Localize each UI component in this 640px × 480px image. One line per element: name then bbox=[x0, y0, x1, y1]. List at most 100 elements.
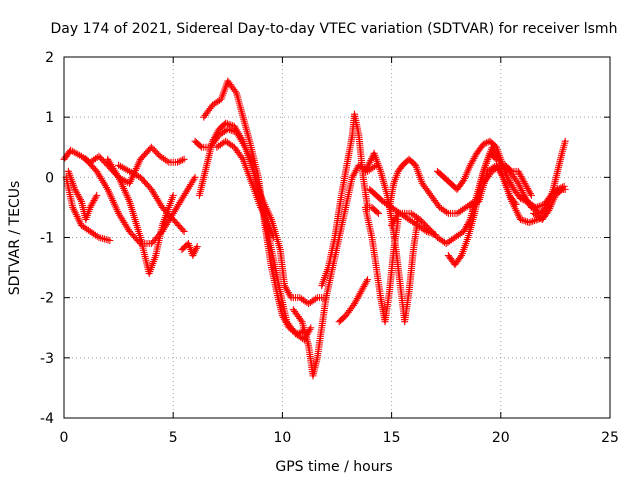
data-point bbox=[481, 139, 489, 147]
data-point bbox=[297, 316, 305, 324]
series-arc-11 bbox=[213, 137, 278, 241]
y-tick-label: -4 bbox=[40, 411, 54, 427]
y-tick-label: -3 bbox=[40, 351, 54, 367]
series-arc-12 bbox=[289, 161, 380, 380]
data-point bbox=[494, 154, 502, 162]
data-point bbox=[526, 190, 534, 198]
data-point bbox=[426, 229, 434, 237]
y-tick-label: -1 bbox=[40, 231, 54, 247]
series-arc-3 bbox=[64, 167, 101, 223]
data-point bbox=[420, 220, 428, 228]
data-point bbox=[226, 126, 234, 134]
data-point bbox=[364, 276, 372, 284]
data-point bbox=[290, 328, 298, 336]
y-tick-label: 0 bbox=[45, 170, 54, 186]
y-tick-label: 1 bbox=[45, 110, 54, 126]
data-point bbox=[224, 125, 232, 133]
data-point bbox=[191, 173, 199, 181]
data-point bbox=[229, 142, 237, 150]
data-point bbox=[423, 227, 431, 235]
data-point bbox=[312, 295, 320, 303]
data-point bbox=[525, 218, 533, 226]
data-point bbox=[227, 126, 235, 134]
data-point bbox=[92, 193, 100, 201]
data-point bbox=[535, 202, 543, 210]
data-point bbox=[95, 152, 103, 160]
data-point bbox=[180, 227, 188, 235]
data-point bbox=[106, 237, 114, 245]
data-point bbox=[96, 154, 104, 162]
data-point bbox=[506, 166, 514, 174]
series-arc-14 bbox=[335, 276, 372, 326]
data-point bbox=[286, 292, 294, 300]
data-point bbox=[419, 218, 427, 226]
series-arc-4 bbox=[82, 155, 199, 248]
data-point bbox=[527, 218, 535, 226]
data-point bbox=[180, 155, 188, 163]
data-point bbox=[479, 140, 487, 148]
data-point bbox=[363, 277, 371, 285]
data-point bbox=[101, 158, 109, 166]
data-point bbox=[373, 208, 381, 216]
data-point bbox=[163, 157, 171, 165]
data-point bbox=[456, 253, 464, 261]
series-arc-5 bbox=[104, 155, 177, 278]
data-point bbox=[207, 103, 215, 111]
data-point bbox=[262, 214, 270, 222]
series-arc-6 bbox=[115, 161, 188, 235]
data-point bbox=[529, 217, 537, 225]
data-point bbox=[152, 148, 160, 156]
data-point bbox=[77, 196, 85, 204]
data-point bbox=[307, 324, 315, 332]
y-tick-label: 2 bbox=[45, 50, 54, 66]
data-point bbox=[516, 215, 524, 223]
data-point bbox=[178, 156, 186, 164]
data-point bbox=[424, 228, 432, 236]
data-point bbox=[193, 243, 201, 251]
data-point bbox=[530, 217, 538, 225]
data-point bbox=[487, 169, 495, 177]
data-point bbox=[222, 119, 230, 127]
series-arc-17 bbox=[385, 155, 479, 217]
data-point bbox=[229, 127, 237, 135]
data-point bbox=[169, 191, 177, 199]
data-point bbox=[527, 191, 535, 199]
x-tick-labels: 0 5 10 15 20 25 bbox=[60, 430, 619, 446]
data-point bbox=[177, 157, 185, 165]
data-point bbox=[518, 216, 526, 224]
series-arc-10 bbox=[191, 125, 315, 344]
x-tick-label: 10 bbox=[273, 430, 291, 446]
data-points bbox=[60, 77, 569, 380]
x-axis-label: GPS time / hours bbox=[275, 459, 392, 475]
data-point bbox=[430, 230, 438, 238]
x-tick-label: 15 bbox=[383, 430, 401, 446]
y-axis-label: SDTVAR / TECUs bbox=[7, 181, 23, 296]
chart-title: Day 174 of 2021, Sidereal Day-to-day VTE… bbox=[51, 21, 618, 37]
data-point bbox=[428, 229, 436, 237]
data-point bbox=[537, 202, 545, 210]
data-point bbox=[431, 230, 439, 238]
data-point bbox=[93, 232, 101, 240]
series-arc-7 bbox=[178, 240, 201, 260]
data-point bbox=[557, 187, 565, 195]
data-point bbox=[561, 137, 569, 145]
data-point bbox=[417, 217, 425, 225]
data-point bbox=[93, 191, 101, 199]
x-tick-label: 25 bbox=[601, 430, 619, 446]
data-point bbox=[147, 143, 155, 151]
series-arc-15 bbox=[361, 203, 402, 326]
data-point bbox=[520, 217, 528, 225]
series-arc-13 bbox=[318, 110, 382, 290]
plot-frame bbox=[63, 56, 611, 419]
data-point bbox=[374, 209, 382, 217]
x-tick-label: 0 bbox=[60, 430, 69, 446]
data-point bbox=[434, 202, 442, 210]
data-point bbox=[231, 87, 239, 95]
data-point bbox=[561, 185, 569, 193]
data-point bbox=[174, 158, 182, 166]
data-point bbox=[416, 215, 424, 223]
series-arc-24 bbox=[501, 161, 535, 199]
series-arc-19 bbox=[366, 185, 439, 238]
